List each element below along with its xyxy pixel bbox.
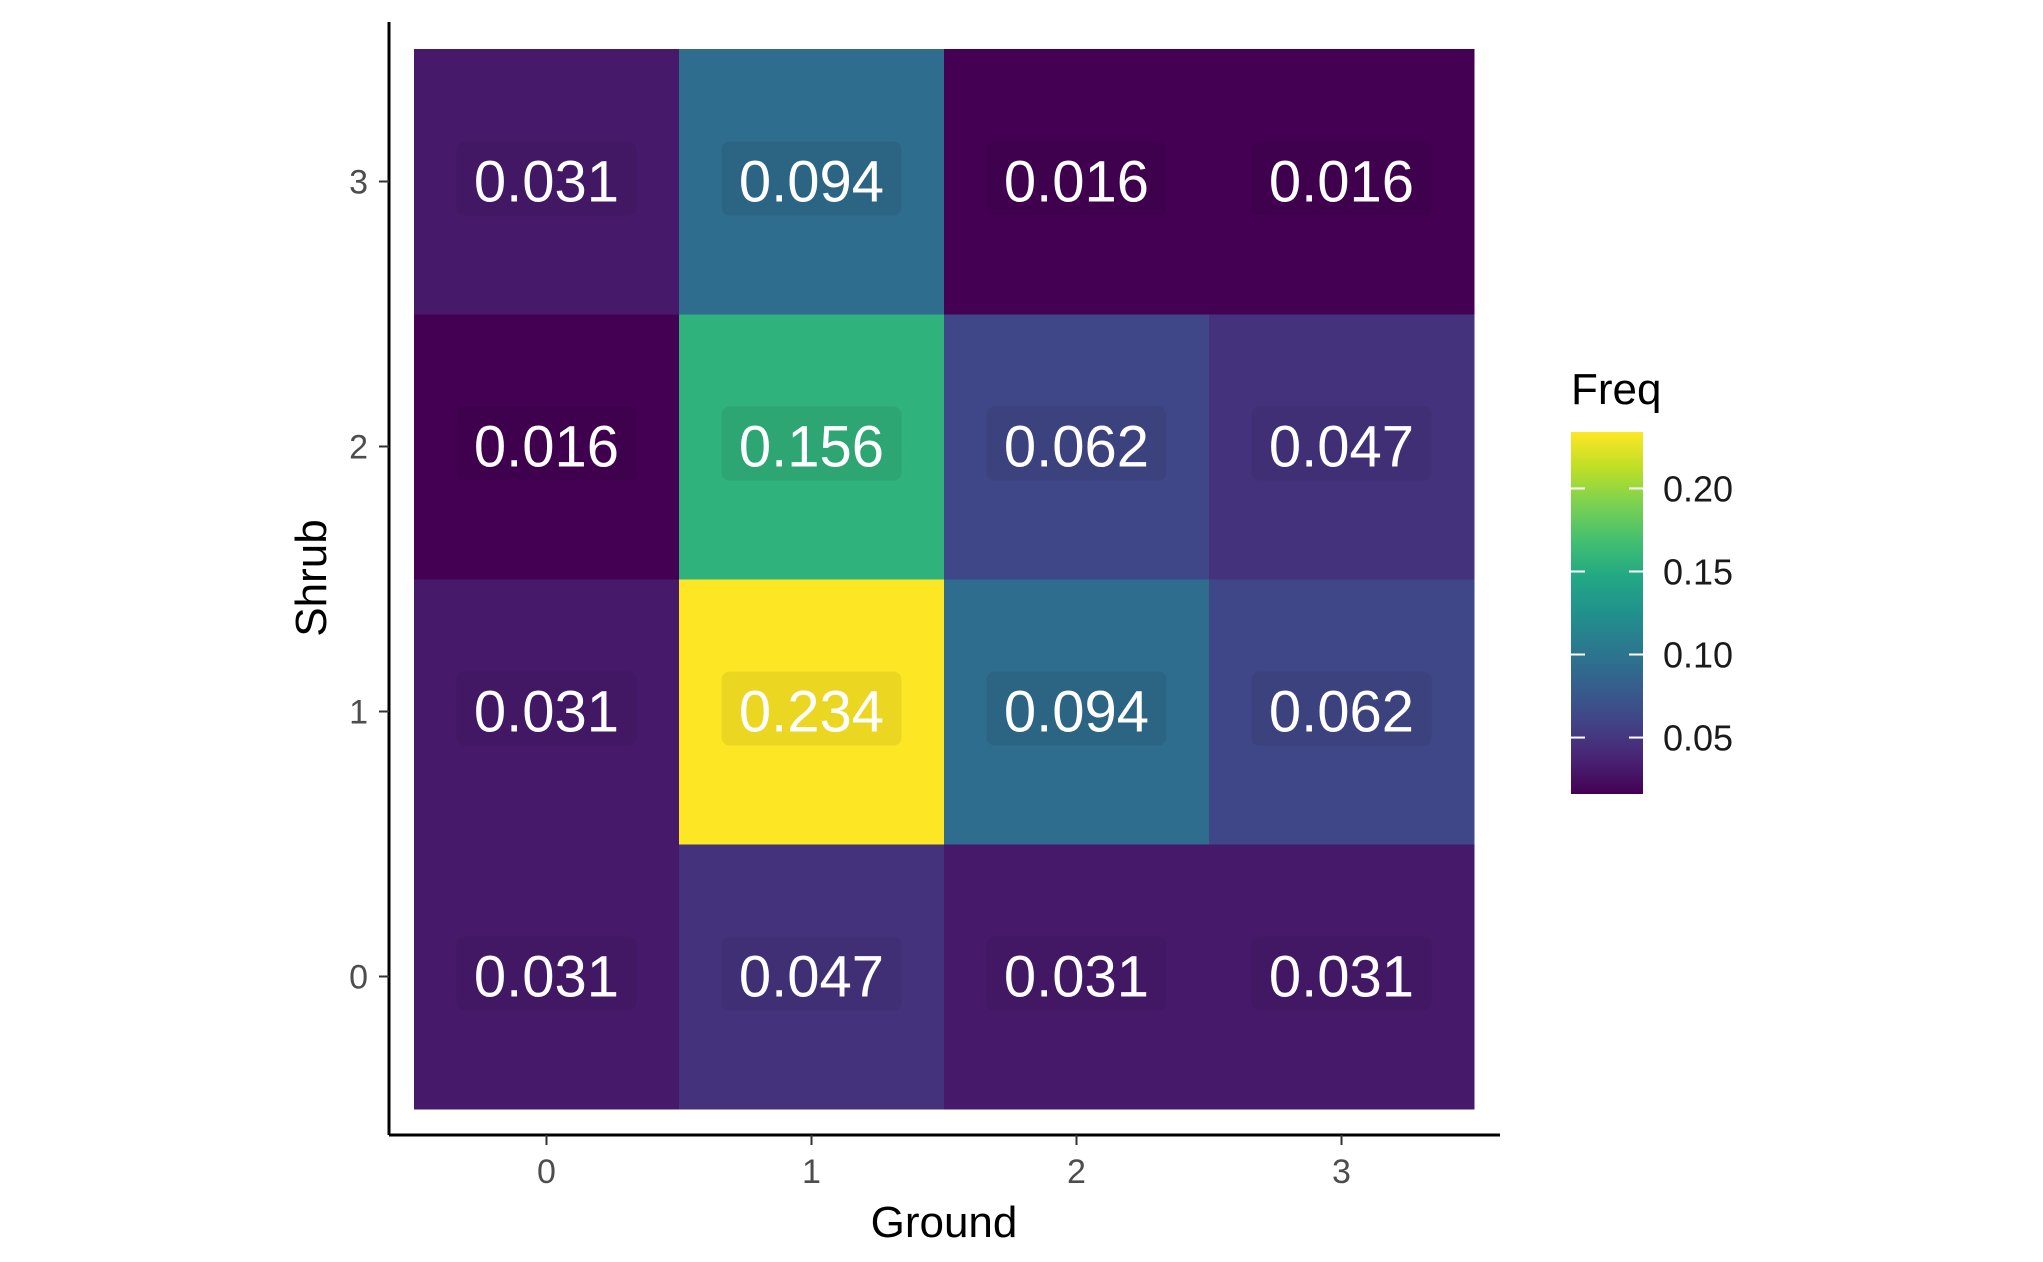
value-label-background — [986, 936, 1167, 1011]
x-tick-label: 2 — [1067, 1153, 1086, 1191]
value-label: 0.016 — [1004, 150, 1149, 215]
value-label-background — [1251, 936, 1432, 1011]
value-label: 0.016 — [1269, 150, 1414, 215]
value-label: 0.031 — [1004, 945, 1149, 1010]
heatmap-value-labels: 0.031 0.047 0.031 0.031 0.031 0.234 0.094 0.062… — [456, 141, 1432, 1011]
axes — [387, 22, 1500, 1137]
value-label-background — [456, 406, 637, 481]
value-label: 0.031 — [474, 945, 619, 1010]
value-label-background — [1251, 671, 1432, 746]
value-label-background — [721, 141, 902, 216]
value-label-background — [986, 671, 1167, 746]
value-label: 0.031 — [1269, 945, 1414, 1010]
legend-title: Freq — [1571, 365, 1661, 414]
value-label-background — [456, 141, 637, 216]
y-axis-title: Shrub — [287, 519, 336, 636]
x-tick-label: 0 — [537, 1153, 556, 1191]
value-label: 0.062 — [1004, 415, 1149, 480]
y-tick-label: 1 — [349, 694, 368, 732]
value-label: 0.094 — [739, 150, 884, 215]
y-axis-ticks: 0 1 2 3 — [349, 164, 389, 997]
value-label: 0.047 — [739, 945, 884, 1010]
value-label: 0.031 — [474, 150, 619, 215]
y-tick-label: 2 — [349, 429, 368, 467]
value-label: 0.031 — [474, 680, 619, 745]
legend-tick-label: 0.05 — [1663, 718, 1733, 759]
legend-ticks: 0.05 0.10 0.15 0.20 — [1571, 468, 1733, 759]
y-tick-label: 0 — [349, 959, 368, 997]
y-tick-label: 3 — [349, 164, 368, 202]
value-label-background — [986, 406, 1167, 481]
value-label: 0.062 — [1269, 680, 1414, 745]
value-label-background — [721, 671, 902, 746]
value-label-background — [456, 936, 637, 1011]
value-label-background — [1251, 141, 1432, 216]
legend-tick-label: 0.15 — [1663, 551, 1733, 592]
value-label-background — [986, 141, 1167, 216]
value-label: 0.047 — [1269, 415, 1414, 480]
x-axis-ticks: 0 1 2 3 — [537, 1135, 1351, 1191]
value-label-background — [1251, 406, 1432, 481]
x-tick-label: 1 — [802, 1153, 821, 1191]
legend-colorbar — [1571, 432, 1643, 794]
value-label: 0.156 — [739, 415, 884, 480]
value-label-background — [721, 936, 902, 1011]
legend-tick-label: 0.10 — [1663, 635, 1733, 676]
value-label: 0.016 — [474, 415, 619, 480]
color-legend: Freq 0.05 0.10 0.15 0.20 — [1571, 365, 1733, 794]
value-label: 0.094 — [1004, 680, 1149, 745]
value-label: 0.234 — [739, 680, 884, 745]
x-axis-title: Ground — [871, 1198, 1018, 1247]
value-label-background — [721, 406, 902, 481]
legend-tick-label: 0.20 — [1663, 468, 1733, 509]
value-label-background — [456, 671, 637, 746]
x-tick-label: 3 — [1332, 1153, 1351, 1191]
